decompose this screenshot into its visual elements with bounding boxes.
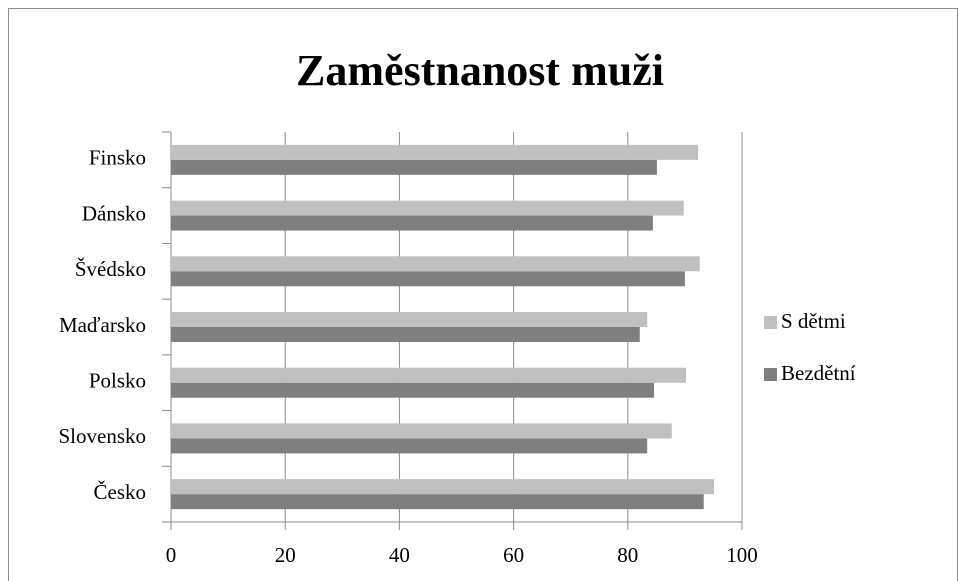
bar [171,327,640,342]
legend-label: S dětmi [781,309,846,333]
x-tick-label: 20 [275,543,296,567]
bar [171,256,700,272]
bar [171,312,648,327]
bar [171,494,704,510]
bar [171,438,648,454]
chart-title: Zaměstnanost muži [296,46,664,95]
bar [171,382,655,398]
legend-label: Bezdětní [781,361,856,385]
bar [171,159,657,175]
bar [171,479,715,495]
legend-swatch [764,368,777,381]
legend-swatch [764,316,777,329]
y-tick-label: Dánsko [82,201,146,225]
x-tick-label: 60 [503,543,524,567]
y-tick-label: Slovensko [58,424,146,448]
y-tick-label: Maďarsko [59,313,146,337]
x-tick-label: 80 [617,543,638,567]
x-tick-label: 100 [726,543,758,567]
x-tick-label: 40 [389,543,410,567]
bar [171,423,672,439]
bar [171,215,653,231]
bar [171,144,699,160]
bar [171,200,684,216]
bar [171,271,685,287]
bar [171,367,687,383]
y-tick-label: Česko [94,480,147,504]
x-tick-label: 0 [166,543,177,567]
y-tick-label: Polsko [89,369,146,393]
y-tick-label: Švédsko [75,257,146,281]
y-tick-label: Finsko [89,146,146,170]
